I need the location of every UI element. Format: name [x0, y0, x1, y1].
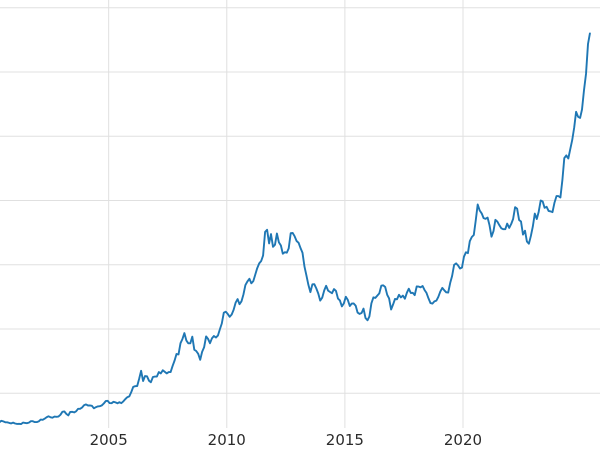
x-axis-tick-labels: 2005 2010 2015 2020 — [90, 431, 483, 449]
x-tick-label: 2015 — [326, 431, 364, 449]
price-series-line — [0, 32, 591, 426]
x-tick-label: 2010 — [208, 431, 246, 449]
gridlines — [0, 0, 600, 428]
price-line — [0, 32, 591, 426]
x-tick-label: 2020 — [444, 431, 482, 449]
x-tick-label: 2005 — [90, 431, 128, 449]
